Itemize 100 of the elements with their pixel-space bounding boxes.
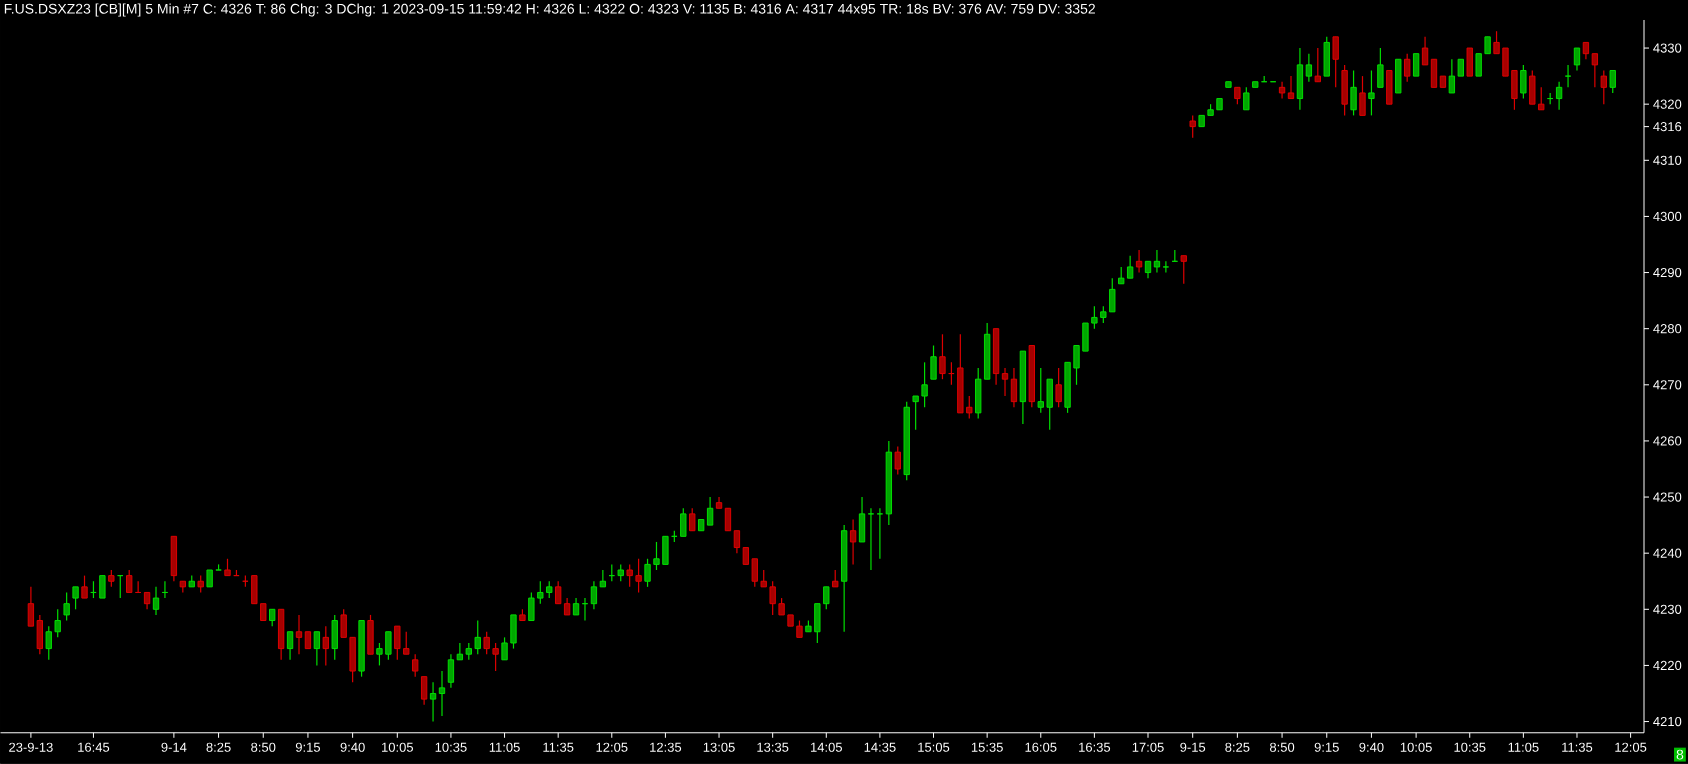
- candlestick: [420, 676, 428, 706]
- candlestick: [1109, 277, 1116, 313]
- x-tick-label: 10:35: [1454, 742, 1486, 752]
- y-tick-label: 4210: [1653, 717, 1682, 727]
- candlestick: [590, 580, 598, 611]
- candlestick: [1421, 36, 1429, 66]
- x-tick-label: 14:05: [811, 742, 842, 752]
- x-tick-label: 9-15: [1180, 742, 1206, 752]
- candlestick: [653, 541, 660, 571]
- candlestick: [1055, 367, 1062, 408]
- candlestick: [876, 507, 884, 560]
- x-tick-label: 8:25: [206, 742, 231, 752]
- candlestick: [1404, 53, 1411, 83]
- candlestick: [939, 333, 946, 380]
- candlestick: [921, 361, 928, 408]
- candlestick: [1073, 345, 1080, 386]
- candlestick: [644, 558, 651, 588]
- x-tick-label: 8:25: [1225, 742, 1250, 752]
- x-tick-label: 16:35: [1079, 742, 1111, 752]
- x-tick-label: 9:40: [1359, 742, 1384, 752]
- x-tick-label: 15:05: [918, 742, 950, 752]
- candlestick: [1037, 367, 1044, 414]
- candlestick: [501, 636, 508, 661]
- candlestick: [1305, 53, 1313, 83]
- candlestick: [1493, 30, 1500, 55]
- candlestick: [1412, 53, 1420, 77]
- candlestick: [1555, 81, 1563, 111]
- candlestick: [1091, 305, 1098, 330]
- y-tick-label: 4230: [1653, 604, 1682, 615]
- candlestick: [27, 586, 35, 627]
- y-tick-label: 4290: [1653, 268, 1682, 278]
- candlestick: [1475, 53, 1482, 77]
- candlestick: [1359, 75, 1366, 117]
- candlestick: [322, 625, 329, 667]
- x-tick-label: 16:05: [1025, 742, 1057, 752]
- x-tick-label: 8:50: [1269, 742, 1295, 752]
- candlestick: [99, 575, 106, 599]
- y-tick-label: 4316: [1653, 122, 1682, 132]
- candlestick: [930, 345, 937, 380]
- x-tick-label: 10:05: [382, 742, 414, 752]
- candlestick: [429, 681, 437, 723]
- candlestick: [1162, 260, 1170, 274]
- candlestick: [626, 563, 633, 588]
- candlestick: [1243, 86, 1250, 111]
- candlestick: [724, 507, 732, 532]
- y-tick-label: 4300: [1653, 211, 1682, 222]
- y-tick-label: 4310: [1653, 155, 1682, 166]
- x-tick-label: 11:05: [489, 742, 520, 752]
- y-tick-label: 4320: [1653, 99, 1682, 109]
- candlestick: [63, 591, 70, 622]
- y-tick-label: 4270: [1653, 380, 1682, 390]
- candlestick: [966, 395, 973, 420]
- candlestick: [912, 395, 919, 431]
- candlestick: [1538, 86, 1545, 111]
- chart-title: F.US.DSXZ23 [CB][M] 5 Min #7 C: 4326 T: 86 Chg: 3 DChg: 1 2023-09-15 11:59:42 H: 4326 L: 4322 O: 4323 V: 1135 B: 4316 A: 4317 44x95 TR: 18s BV: 376 AV: 759 DV: 3352: [4, 3, 1095, 17]
- candlestick: [447, 653, 455, 689]
- candlestick: [412, 653, 419, 678]
- candlestick: [1368, 70, 1375, 117]
- candlestick: [403, 631, 410, 655]
- x-tick-label: 12:05: [1615, 742, 1647, 752]
- x-tick-label: 13:35: [757, 742, 789, 752]
- x-tick-label: 15:35: [971, 742, 1003, 752]
- candlestick: [823, 586, 830, 611]
- candlestick: [72, 586, 79, 611]
- x-tick-label: 16:45: [78, 742, 110, 752]
- candlestick: [45, 625, 52, 661]
- candlestick: [1135, 249, 1143, 274]
- candlestick: [438, 670, 446, 717]
- x-tick-label: 13:05: [703, 742, 735, 752]
- x-tick-label: 11:35: [1562, 742, 1593, 752]
- y-tick-label: 4260: [1653, 436, 1682, 446]
- candlestick: [295, 614, 303, 655]
- candlestick: [1573, 47, 1581, 72]
- x-tick-label: 11:05: [1508, 742, 1539, 752]
- candlestick: [1600, 70, 1607, 105]
- candlestick: [528, 591, 535, 622]
- candlestick: [599, 569, 607, 588]
- y-tick-label: 4280: [1653, 324, 1682, 334]
- y-tick-label: 4250: [1653, 492, 1682, 502]
- y-tick-label: 4330: [1653, 43, 1682, 53]
- candlestick: [1189, 114, 1196, 139]
- candlestick: [894, 446, 901, 476]
- candlestick: [1010, 367, 1018, 408]
- candlestick: [1591, 53, 1599, 89]
- x-tick-label: 17:05: [1132, 742, 1164, 752]
- candlestick: [1448, 58, 1456, 94]
- x-tick-label: 8:50: [251, 742, 276, 752]
- candlestick: [680, 507, 687, 538]
- x-tick-label: 10:05: [1400, 742, 1432, 752]
- candlestick: [1350, 70, 1357, 117]
- y-tick-label: 4220: [1653, 660, 1682, 671]
- candlestick: [126, 569, 133, 594]
- candlestick: [376, 642, 383, 667]
- candlestick: [313, 631, 321, 667]
- candlestick: [1126, 255, 1134, 279]
- candlestick: [1332, 36, 1339, 89]
- candlestick: [54, 608, 61, 639]
- candlestick: [849, 519, 857, 566]
- candlestick: [751, 558, 758, 588]
- candlestick: [1153, 249, 1161, 274]
